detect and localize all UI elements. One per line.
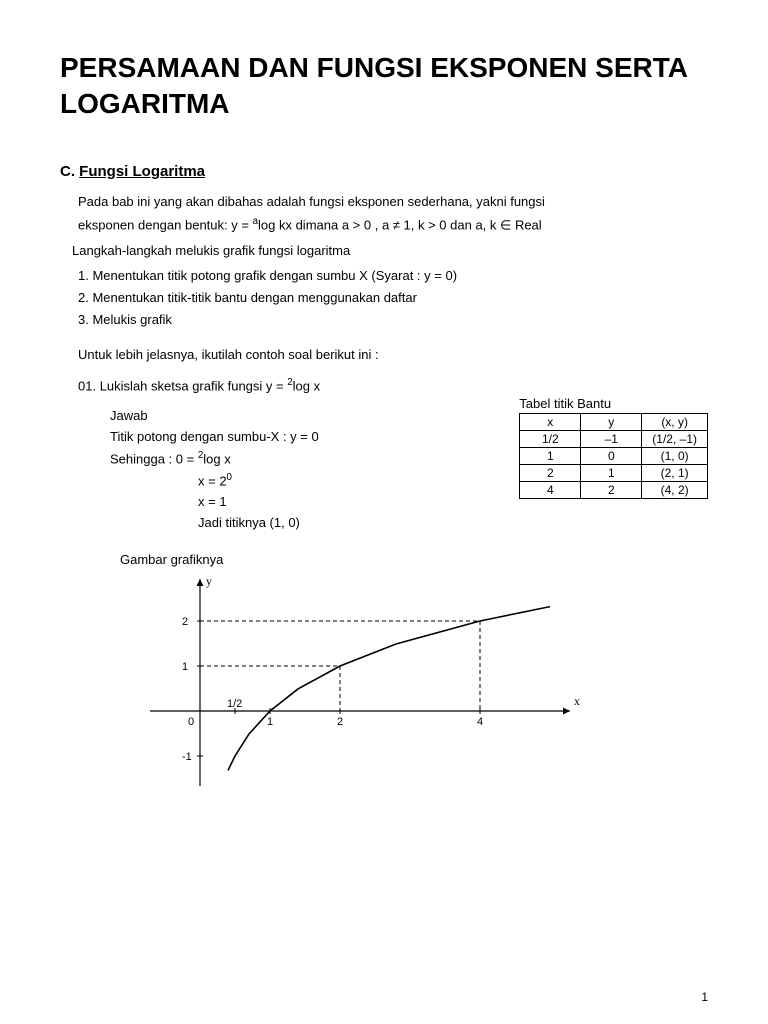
graph-container: x y 0 1/2 1 2 4 -1 1 2 xyxy=(140,571,708,796)
intro-line-3: Langkah-langkah melukis grafik fungsi lo… xyxy=(72,241,708,261)
svg-text:1/2: 1/2 xyxy=(227,698,242,710)
cell: (1/2, –1) xyxy=(642,431,708,448)
page-number: 1 xyxy=(701,990,708,1004)
svg-text:-1: -1 xyxy=(182,751,192,763)
cell: (4, 2) xyxy=(642,482,708,499)
cell: 0 xyxy=(581,448,642,465)
follow-text: Untuk lebih jelasnya, ikutilah contoh so… xyxy=(78,345,708,365)
jawab-block: Jawab Titik potong dengan sumbu-X : y = … xyxy=(110,406,479,533)
svg-text:2: 2 xyxy=(337,716,343,728)
intro-line-2: eksponen dengan bentuk: y = alog kx dima… xyxy=(78,215,708,235)
jawab-l3-pre: x = 2 xyxy=(198,473,227,488)
cell: 4 xyxy=(520,482,581,499)
jawab-l2-main: log x xyxy=(203,451,230,466)
jawab-l2-pre: Sehingga : 0 = xyxy=(110,451,198,466)
help-table: x y (x, y) 1/2 –1 (1/2, –1) 1 0 (1, 0) 2… xyxy=(519,413,708,499)
example-01: 01. Lukislah sketsa grafik fungsi y = 2l… xyxy=(78,376,708,396)
jawab-l3-sup: 0 xyxy=(227,472,232,483)
table-row: 1 0 (1, 0) xyxy=(520,448,708,465)
cell: 2 xyxy=(581,482,642,499)
table-header-row: x y (x, y) xyxy=(520,414,708,431)
section-name: Fungsi Logaritma xyxy=(79,163,205,180)
jawab-l5: Jadi titiknya (1, 0) xyxy=(198,513,479,534)
cell: (1, 0) xyxy=(642,448,708,465)
jawab-l3: x = 20 xyxy=(198,470,479,492)
cell: 2 xyxy=(520,465,581,482)
jawab-l1: Titik potong dengan sumbu-X : y = 0 xyxy=(110,427,479,448)
cell: 1/2 xyxy=(520,431,581,448)
example-pre: Lukislah sketsa grafik fungsi y = xyxy=(100,379,288,394)
svg-text:x: x xyxy=(574,694,580,708)
th-x: x xyxy=(520,414,581,431)
page-title: PERSAMAAN DAN FUNGSI EKSPONEN SERTA LOGA… xyxy=(60,50,708,123)
jawab-l4: x = 1 xyxy=(198,492,479,513)
svg-text:1: 1 xyxy=(267,716,273,728)
example-num: 01. xyxy=(78,379,96,394)
table-caption: Tabel titik Bantu xyxy=(519,396,708,411)
table-row: 4 2 (4, 2) xyxy=(520,482,708,499)
intro-2-post: dimana a > 0 , a ≠ 1, k > 0 dan a, k ∈ R… xyxy=(292,218,542,233)
cell: (2, 1) xyxy=(642,465,708,482)
svg-text:1: 1 xyxy=(182,661,188,673)
step-1: 1. Menentukan titik potong grafik dengan… xyxy=(78,265,708,287)
svg-text:y: y xyxy=(206,574,212,588)
th-xy: (x, y) xyxy=(642,414,708,431)
section-heading: C. Fungsi Logaritma xyxy=(60,163,708,180)
svg-text:0: 0 xyxy=(188,716,194,728)
th-y: y xyxy=(581,414,642,431)
graph-caption: Gambar grafiknya xyxy=(120,552,708,567)
table-row: 1/2 –1 (1/2, –1) xyxy=(520,431,708,448)
svg-text:4: 4 xyxy=(477,716,483,728)
section-label: C. xyxy=(60,163,75,180)
step-2: 2. Menentukan titik-titik bantu dengan m… xyxy=(78,287,708,309)
step-3: 3. Melukis grafik xyxy=(78,309,708,331)
intro-line-1: Pada bab ini yang akan dibahas adalah fu… xyxy=(78,192,708,212)
svg-text:2: 2 xyxy=(182,616,188,628)
example-main: log x xyxy=(293,379,320,394)
log-graph: x y 0 1/2 1 2 4 -1 1 2 xyxy=(140,571,580,791)
cell: –1 xyxy=(581,431,642,448)
cell: 1 xyxy=(520,448,581,465)
intro-2-main: log kx xyxy=(258,218,292,233)
jawab-label: Jawab xyxy=(110,406,479,427)
intro-2-pre: eksponen dengan bentuk: y = xyxy=(78,218,253,233)
jawab-l2: Sehingga : 0 = 2log x xyxy=(110,448,479,470)
cell: 1 xyxy=(581,465,642,482)
table-row: 2 1 (2, 1) xyxy=(520,465,708,482)
